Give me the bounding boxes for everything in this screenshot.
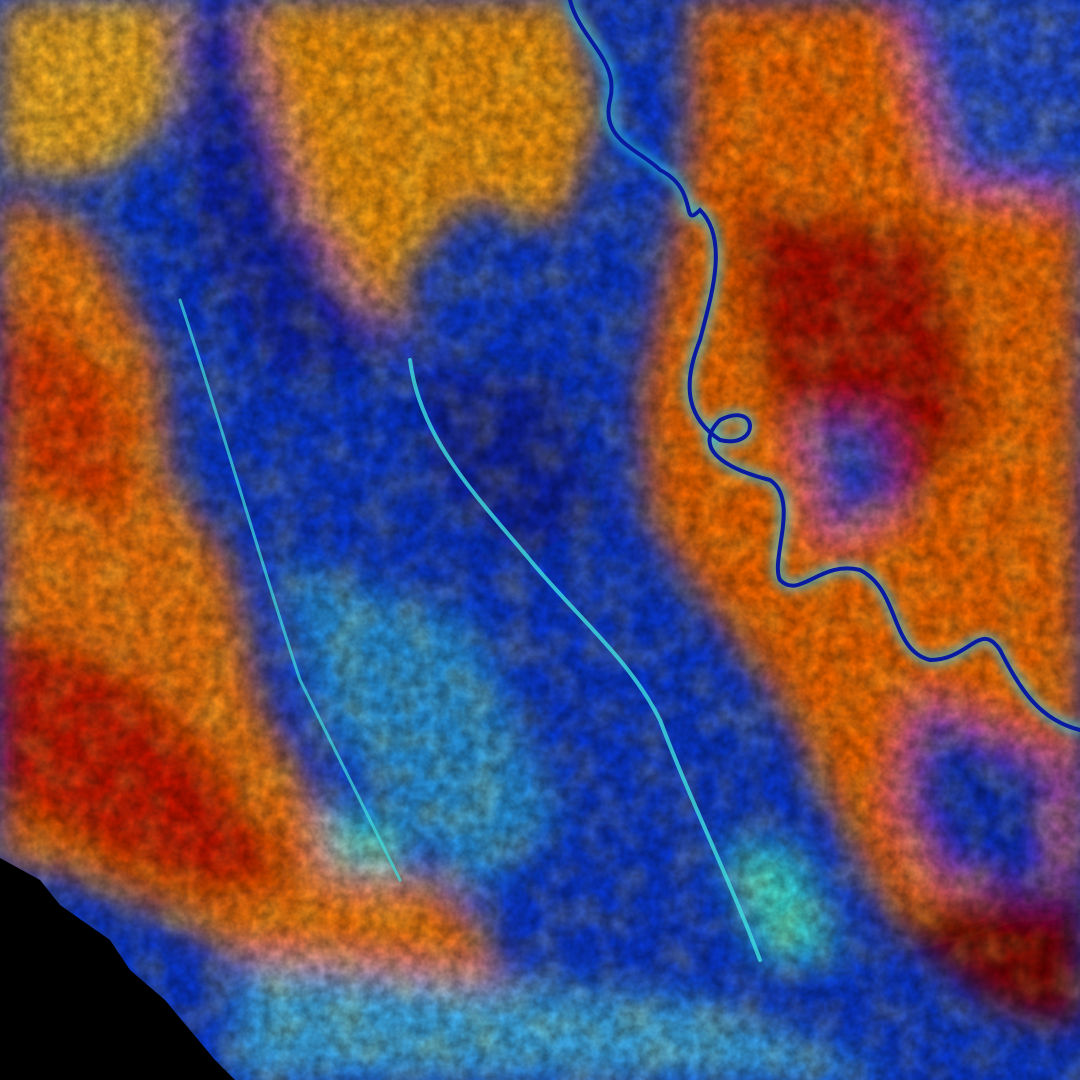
rivers [178,0,1080,962]
secondary-channel [178,298,402,882]
river-channel [568,0,1080,732]
no-data-corner [0,858,235,1080]
floodplain-channel [408,358,762,962]
